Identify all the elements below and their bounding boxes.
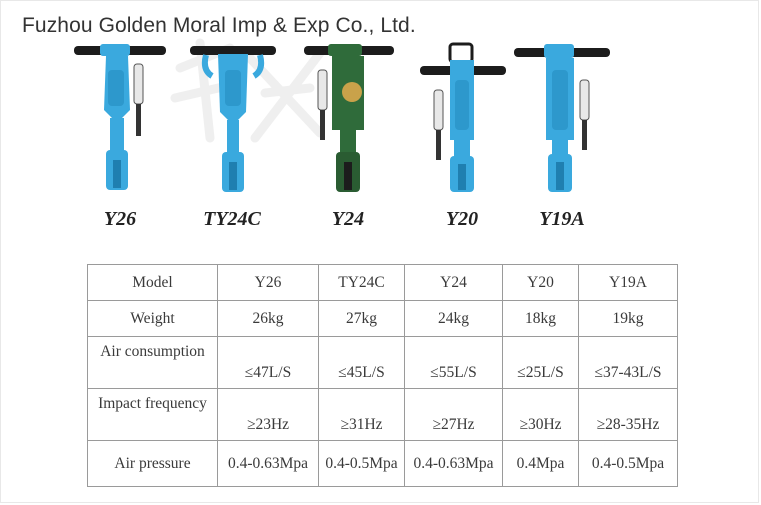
- table-cell: ≥27Hz: [404, 388, 503, 441]
- table-cell: 0.4-0.5Mpa: [578, 440, 678, 487]
- table-row-air-pressure: Air pressure 0.4-0.63Mpa 0.4-0.5Mpa 0.4-…: [87, 440, 678, 487]
- model-caption-y19a: Y19A: [539, 208, 585, 230]
- table-cell: Y19A: [578, 264, 678, 301]
- table-row-weight: Weight 26kg 27kg 24kg 18kg 19kg: [87, 300, 678, 337]
- drill-image-ty24c: [190, 46, 276, 192]
- spec-table: Model Y26 TY24C Y24 Y20 Y19A Weight 26kg…: [87, 264, 678, 487]
- table-cell: 0.4-0.5Mpa: [318, 440, 405, 487]
- table-row-air-consumption: Air consumption ≤47L/S ≤45L/S ≤55L/S ≤25…: [87, 336, 678, 389]
- table-cell: 27kg: [318, 300, 405, 337]
- table-row-model: Model Y26 TY24C Y24 Y20 Y19A: [87, 264, 678, 301]
- table-cell: ≤55L/S: [404, 336, 503, 389]
- table-row-impact-frequency: Impact frequency ≥23Hz ≥31Hz ≥27Hz ≥30Hz…: [87, 388, 678, 441]
- table-cell: 0.4-0.63Mpa: [217, 440, 319, 487]
- row-label: Model: [87, 264, 218, 301]
- table-cell: ≤47L/S: [217, 336, 319, 389]
- model-caption-y26: Y26: [103, 208, 137, 230]
- table-cell: 24kg: [404, 300, 503, 337]
- model-caption-y24: Y24: [331, 208, 365, 230]
- model-caption-ty24c: TY24C: [203, 208, 261, 230]
- drill-image-y19a: [514, 44, 610, 192]
- table-cell: ≤45L/S: [318, 336, 405, 389]
- drill-image-y26: [74, 44, 166, 190]
- drill-image-y20: [420, 42, 506, 192]
- table-cell: 26kg: [217, 300, 319, 337]
- table-cell: 19kg: [578, 300, 678, 337]
- row-label: Weight: [87, 300, 218, 337]
- table-cell: ≥31Hz: [318, 388, 405, 441]
- model-caption-y20: Y20: [445, 208, 479, 230]
- table-cell: ≤25L/S: [502, 336, 579, 389]
- table-cell: Y20: [502, 264, 579, 301]
- table-cell: TY24C: [318, 264, 405, 301]
- table-cell: 18kg: [502, 300, 579, 337]
- table-cell: 0.4Mpa: [502, 440, 579, 487]
- drill-image-y24: [304, 44, 394, 192]
- row-label: Impact frequency: [87, 388, 218, 441]
- table-cell: ≥30Hz: [502, 388, 579, 441]
- row-label: Air consumption: [87, 336, 218, 389]
- table-cell: 0.4-0.63Mpa: [404, 440, 503, 487]
- table-cell: ≥23Hz: [217, 388, 319, 441]
- company-name: Fuzhou Golden Moral Imp & Exp Co., Ltd.: [22, 14, 416, 37]
- table-cell: ≤37-43L/S: [578, 336, 678, 389]
- table-cell: ≥28-35Hz: [578, 388, 678, 441]
- table-cell: Y24: [404, 264, 503, 301]
- table-cell: Y26: [217, 264, 319, 301]
- row-label: Air pressure: [87, 440, 218, 487]
